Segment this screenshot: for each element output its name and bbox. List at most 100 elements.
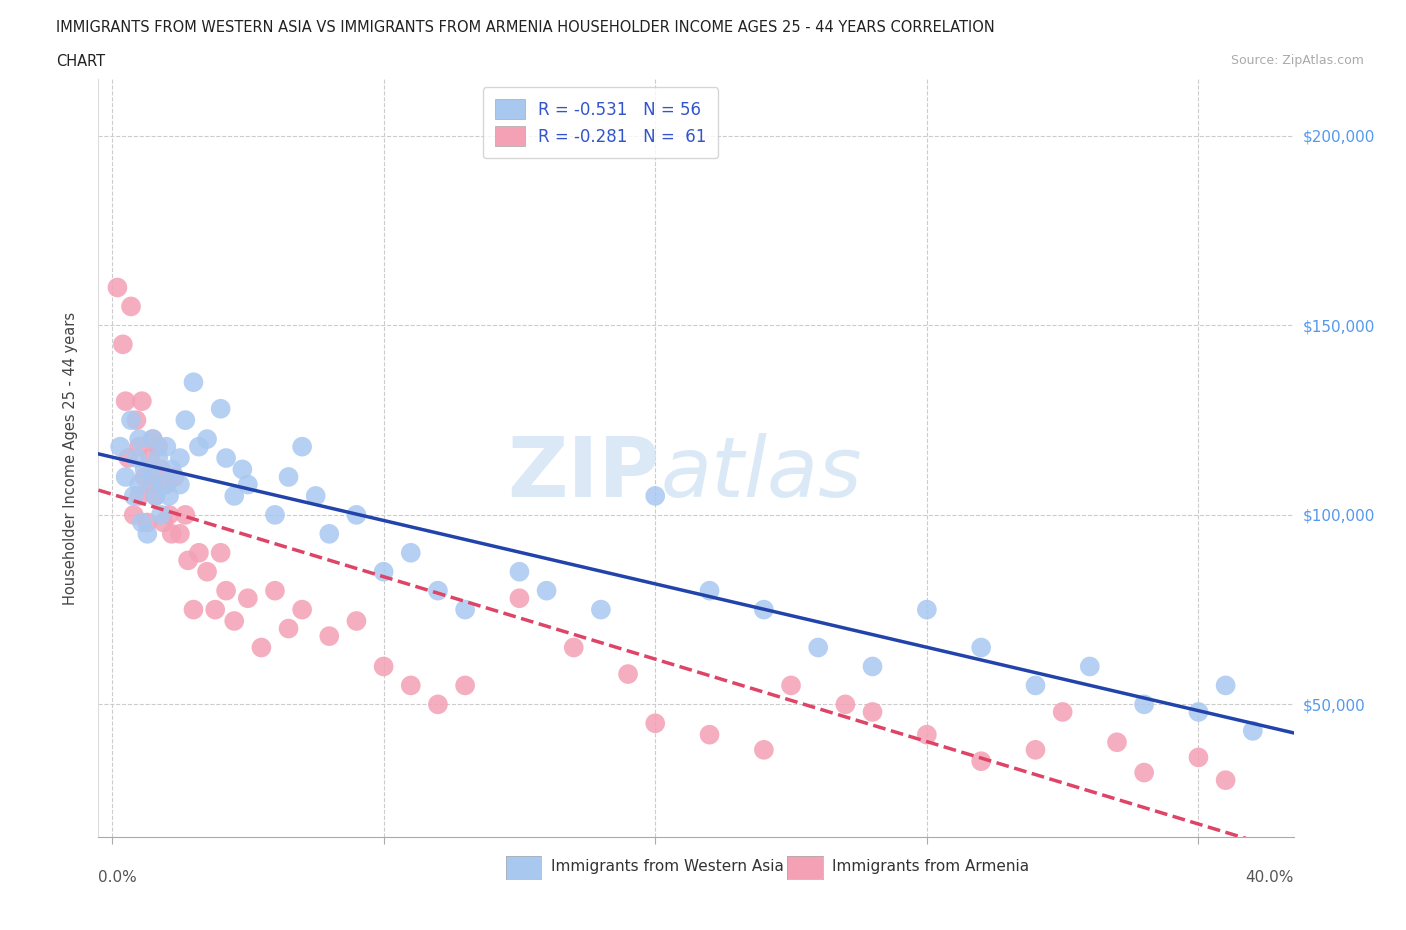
Point <box>139 451 162 466</box>
Point <box>1052 705 1074 720</box>
Point <box>114 393 136 408</box>
Point <box>752 603 775 618</box>
Point <box>149 462 172 477</box>
Text: IMMIGRANTS FROM WESTERN ASIA VS IMMIGRANTS FROM ARMENIA HOUSEHOLDER INCOME AGES : IMMIGRANTS FROM WESTERN ASIA VS IMMIGRAN… <box>56 20 995 35</box>
Point <box>174 413 197 428</box>
Point <box>1024 678 1046 693</box>
Point <box>1105 735 1128 750</box>
Point <box>187 545 209 560</box>
Point <box>644 716 666 731</box>
Legend: R = -0.531   N = 56, R = -0.281   N =  61: R = -0.531 N = 56, R = -0.281 N = 61 <box>482 87 718 158</box>
Point <box>122 508 145 523</box>
Point <box>1078 659 1101 674</box>
Point <box>305 488 328 503</box>
Point <box>699 727 721 742</box>
Point <box>915 603 938 618</box>
Point <box>108 439 131 454</box>
Point <box>970 640 993 655</box>
Point <box>169 451 191 466</box>
Text: Source: ZipAtlas.com: Source: ZipAtlas.com <box>1230 54 1364 67</box>
Text: 0.0%: 0.0% <box>98 870 138 884</box>
Point <box>145 488 167 503</box>
Point <box>780 678 803 693</box>
Point <box>152 515 174 530</box>
Point <box>134 470 156 485</box>
Point <box>1133 765 1156 780</box>
Point <box>131 393 153 408</box>
Point <box>373 659 395 674</box>
Point <box>236 591 259 605</box>
Point <box>128 439 150 454</box>
Point <box>250 640 273 655</box>
Point <box>1241 724 1264 738</box>
Point <box>231 462 253 477</box>
Point <box>915 727 938 742</box>
Point <box>236 477 259 492</box>
Point <box>114 470 136 485</box>
Point <box>346 508 368 523</box>
Point <box>155 477 177 492</box>
Point <box>699 583 721 598</box>
Point <box>187 439 209 454</box>
Text: ZIP: ZIP <box>508 432 661 513</box>
Point <box>224 488 246 503</box>
Point <box>277 470 299 485</box>
Point <box>399 545 422 560</box>
Text: 40.0%: 40.0% <box>1246 870 1294 884</box>
Point <box>224 614 246 629</box>
Point <box>1187 705 1209 720</box>
Point <box>862 705 884 720</box>
Point <box>291 603 314 618</box>
Point <box>131 515 153 530</box>
Point <box>160 526 183 541</box>
Point <box>318 629 340 644</box>
Point <box>111 337 134 352</box>
Point <box>183 603 205 618</box>
Point <box>125 413 148 428</box>
Point <box>120 413 142 428</box>
Point <box>195 565 218 579</box>
Point <box>1215 773 1237 788</box>
Point <box>177 553 200 568</box>
Point <box>215 451 238 466</box>
Point <box>142 432 165 446</box>
Point <box>752 742 775 757</box>
Text: CHART: CHART <box>56 54 105 69</box>
Point <box>277 621 299 636</box>
Point <box>346 614 368 629</box>
Point <box>149 508 172 523</box>
Point <box>318 526 340 541</box>
Point <box>152 477 174 492</box>
Point <box>157 488 180 503</box>
Point <box>155 439 177 454</box>
Text: Immigrants from Armenia: Immigrants from Armenia <box>832 859 1029 874</box>
Point <box>136 515 159 530</box>
Point <box>209 545 232 560</box>
Point <box>136 526 159 541</box>
Point <box>107 280 129 295</box>
Point <box>209 402 232 417</box>
Point <box>264 508 287 523</box>
Point <box>1187 750 1209 764</box>
Y-axis label: Householder Income Ages 25 - 44 years: Householder Income Ages 25 - 44 years <box>63 312 77 604</box>
Point <box>454 603 477 618</box>
Point <box>644 488 666 503</box>
Point <box>807 640 830 655</box>
Point <box>169 477 191 492</box>
Point <box>134 462 156 477</box>
Point <box>142 470 165 485</box>
Point <box>508 591 530 605</box>
Point <box>264 583 287 598</box>
Point <box>1133 697 1156 711</box>
Point <box>589 603 612 618</box>
Point <box>183 375 205 390</box>
Point <box>122 488 145 503</box>
Point <box>128 488 150 503</box>
Point <box>862 659 884 674</box>
Point <box>142 477 165 492</box>
Point <box>148 451 170 466</box>
Point <box>562 640 585 655</box>
Point <box>834 697 856 711</box>
Point <box>426 697 449 711</box>
Text: atlas: atlas <box>661 432 862 513</box>
